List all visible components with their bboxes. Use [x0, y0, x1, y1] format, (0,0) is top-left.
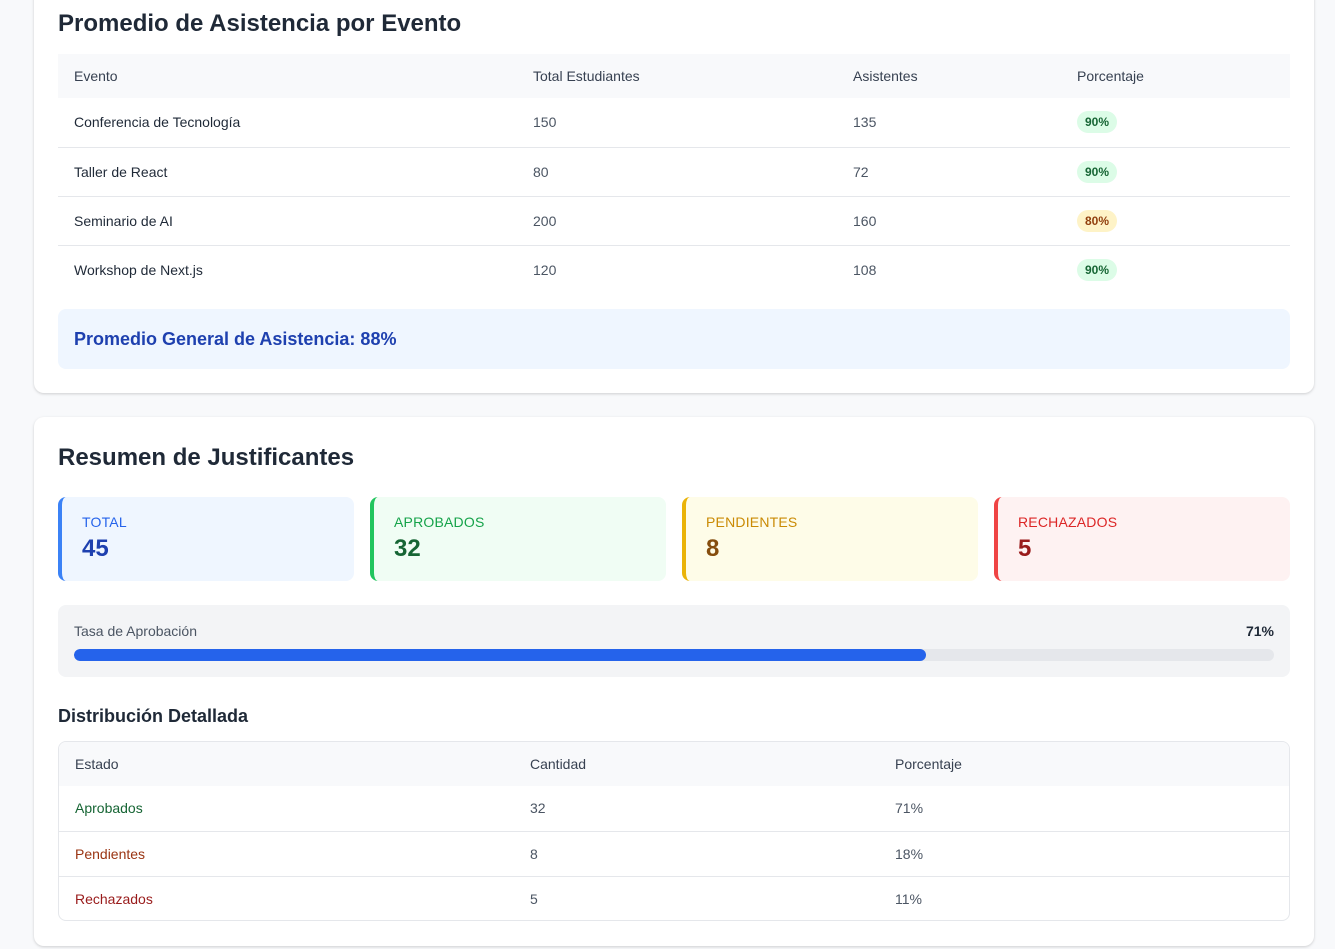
header-porcentaje[interactable]: Porcentaje — [879, 742, 1289, 786]
event-name: Workshop de Next.js — [74, 261, 203, 278]
event-total: 150 — [517, 98, 837, 148]
event-name: Seminario de AI — [58, 196, 517, 246]
percent-badge: 80% — [1077, 209, 1118, 232]
stat-value: 5 — [1018, 535, 1032, 562]
event-total: 200 — [517, 196, 837, 246]
distribution-table: Estado Cantidad Porcentaje Aprobados 32 … — [59, 742, 1289, 920]
distribution-title: Distribución Detallada — [58, 706, 249, 726]
stat-value: 8 — [706, 535, 720, 562]
event-attendees: 160 — [837, 196, 1061, 246]
attendance-title: Promedio de Asistencia por Evento — [58, 10, 462, 37]
approval-rate-label: Tasa de Aprobación — [74, 623, 197, 639]
event-total: 80 — [517, 147, 837, 197]
table-row: Seminario de AI 200 160 80% — [58, 196, 1290, 246]
approval-progress-bar — [74, 649, 1274, 661]
header-evento[interactable]: Evento — [58, 54, 517, 98]
table-row: Aprobados 32 71% — [59, 786, 1289, 832]
state-percent: 11% — [895, 890, 922, 907]
justifications-card: Resumen de Justificantes TOTAL 45 APROBA… — [34, 417, 1314, 946]
approval-rate-box: Tasa de Aprobación 71% — [58, 605, 1290, 677]
stat-card-pending: PENDIENTES 8 — [682, 497, 978, 581]
table-row: Workshop de Next.js 120 108 90% — [58, 245, 1290, 294]
header-total-estudiantes[interactable]: Total Estudiantes — [517, 54, 837, 98]
state-label: Pendientes — [59, 831, 514, 877]
state-label: Rechazados — [75, 890, 153, 907]
header-estado[interactable]: Estado — [59, 742, 514, 786]
percent-badge: 90% — [1077, 258, 1118, 281]
state-count: 5 — [530, 890, 538, 907]
justifications-title: Resumen de Justificantes — [58, 444, 355, 471]
percent-badge: 90% — [1077, 111, 1118, 134]
event-total: 120 — [533, 261, 557, 278]
approval-progress-fill — [74, 649, 926, 661]
table-header-row: Evento Total Estudiantes Asistentes Porc… — [58, 54, 1290, 98]
stat-label: APROBADOS — [394, 514, 485, 530]
percent-badge: 90% — [1077, 160, 1118, 183]
stat-label: RECHAZADOS — [1018, 514, 1118, 530]
stat-value: 45 — [82, 535, 109, 562]
state-count: 32 — [514, 786, 879, 832]
average-text: Promedio General de Asistencia: 88% — [74, 328, 397, 349]
average-summary: Promedio General de Asistencia: 88% — [58, 309, 1290, 369]
event-attendees: 108 — [853, 261, 877, 278]
table-row: Taller de React 80 72 90% — [58, 147, 1290, 197]
stat-card-rejected: RECHAZADOS 5 — [994, 497, 1290, 581]
state-percent: 18% — [879, 831, 1289, 877]
event-name: Conferencia de Tecnología — [58, 98, 517, 148]
stat-label: TOTAL — [82, 514, 127, 530]
stat-label: PENDIENTES — [706, 514, 798, 530]
event-attendees: 72 — [837, 147, 1061, 197]
attendance-table: Evento Total Estudiantes Asistentes Porc… — [58, 54, 1290, 294]
stat-value: 32 — [394, 535, 421, 562]
stat-card-total: TOTAL 45 — [58, 497, 354, 581]
state-label: Aprobados — [59, 786, 514, 832]
header-asistentes[interactable]: Asistentes — [837, 54, 1061, 98]
table-row: Pendientes 8 18% — [59, 831, 1289, 877]
table-header-row: Estado Cantidad Porcentaje — [59, 742, 1289, 786]
attendance-card: Promedio de Asistencia por Evento Evento… — [34, 0, 1314, 393]
event-name: Taller de React — [58, 147, 517, 197]
stat-card-approved: APROBADOS 32 — [370, 497, 666, 581]
state-count: 8 — [514, 831, 879, 877]
event-attendees: 135 — [837, 98, 1061, 148]
table-row: Conferencia de Tecnología 150 135 90% — [58, 98, 1290, 148]
distribution-table-container: Estado Cantidad Porcentaje Aprobados 32 … — [58, 741, 1290, 921]
table-row: Rechazados 5 11% — [59, 876, 1289, 920]
state-percent: 71% — [879, 786, 1289, 832]
approval-rate-value: 71% — [1245, 623, 1274, 639]
header-porcentaje[interactable]: Porcentaje — [1061, 54, 1290, 98]
header-cantidad[interactable]: Cantidad — [514, 742, 879, 786]
